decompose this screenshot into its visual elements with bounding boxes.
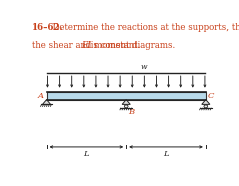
Circle shape <box>204 105 208 108</box>
Polygon shape <box>202 100 210 104</box>
Text: B: B <box>128 108 134 116</box>
Circle shape <box>124 105 128 108</box>
Text: C: C <box>208 92 214 100</box>
Text: A: A <box>37 92 43 100</box>
Text: the shear and moment diagrams.: the shear and moment diagrams. <box>32 41 178 50</box>
Text: EI: EI <box>81 41 91 50</box>
Polygon shape <box>43 100 51 104</box>
Text: is constant.: is constant. <box>88 41 141 50</box>
Text: 16–62.: 16–62. <box>32 23 63 32</box>
Polygon shape <box>122 100 130 104</box>
Text: Determine the reactions at the supports, then draw: Determine the reactions at the supports,… <box>47 23 239 32</box>
Text: L: L <box>163 150 169 158</box>
Text: L: L <box>84 150 89 158</box>
Bar <box>47 92 206 100</box>
Text: w: w <box>141 63 147 71</box>
